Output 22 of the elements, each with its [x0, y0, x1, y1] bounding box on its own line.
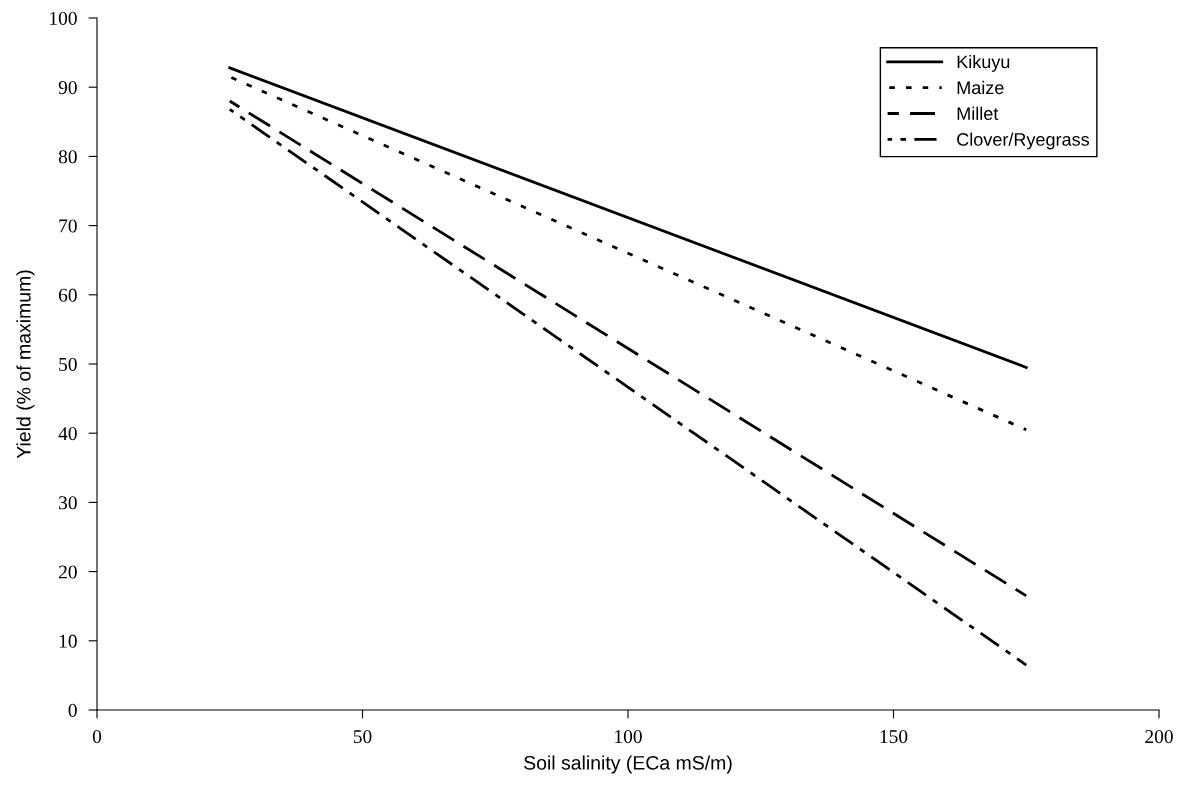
- legend-label: Kikuyu: [957, 55, 1010, 72]
- legend-label: Maize: [957, 80, 1004, 95]
- y-tick-label: 30: [59, 496, 77, 510]
- x-tick-label: 200: [1145, 730, 1173, 744]
- y-tick-label: 10: [59, 634, 77, 648]
- x-axis-title: Soil salinity (ECa mS/m): [524, 755, 732, 774]
- x-tick-label: 100: [615, 730, 642, 744]
- y-tick-label: 40: [58, 427, 77, 441]
- x-tick-label: 0: [92, 730, 102, 744]
- x-tick-label: 50: [353, 730, 372, 744]
- x-tick-label: 150: [880, 730, 908, 744]
- y-tick-label: 0: [68, 703, 77, 717]
- y-tick-label: 90: [58, 81, 77, 95]
- y-tick-label: 60: [58, 288, 77, 302]
- y-axis-title: Yield (% of maximum): [16, 270, 35, 459]
- y-tick-label: 70: [59, 219, 77, 233]
- y-tick-label: 20: [58, 565, 77, 579]
- legend-label: Millet: [957, 106, 999, 120]
- y-tick-label: 80: [58, 150, 77, 164]
- legend-label: Clover/Ryegrass: [957, 132, 1089, 150]
- y-tick-label: 100: [50, 11, 77, 25]
- y-tick-label: 50: [59, 357, 77, 371]
